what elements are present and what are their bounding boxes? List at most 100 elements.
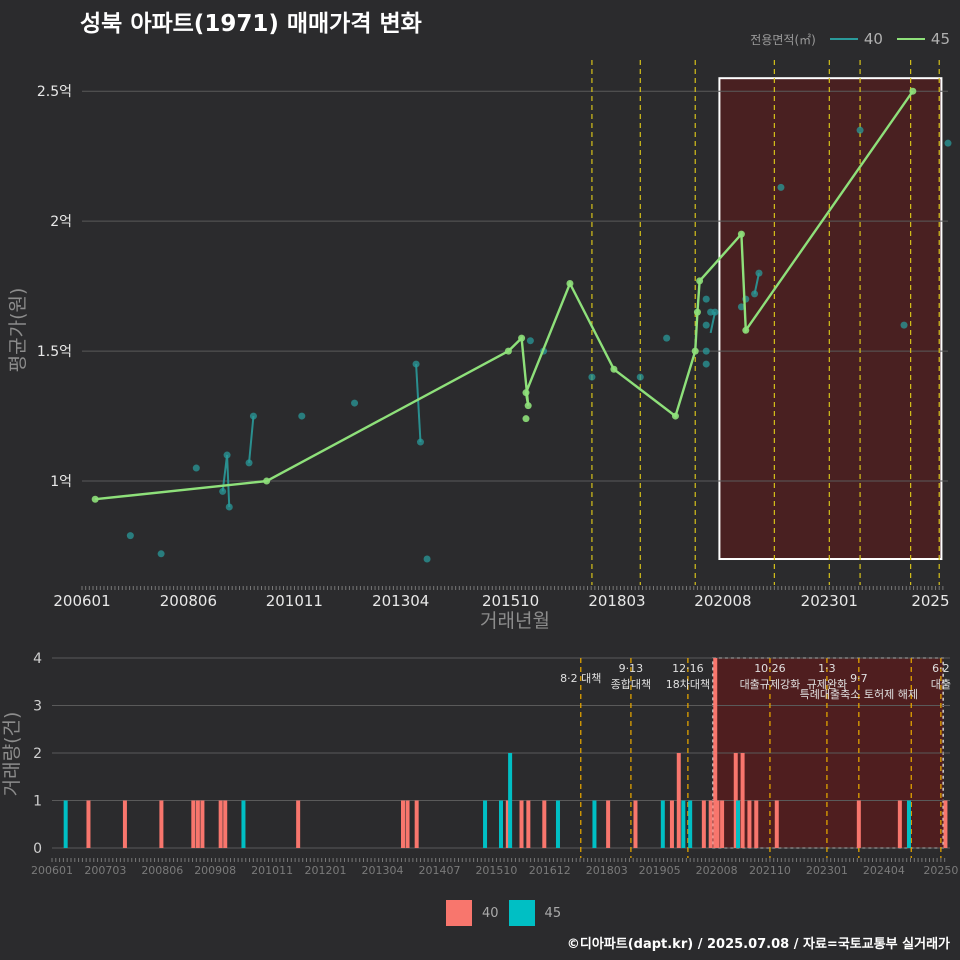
volume-bar — [906, 800, 911, 848]
volume-bar — [195, 800, 200, 848]
y-tick-label: 1억 — [50, 474, 72, 490]
policy-annotation: 8·2 대책 — [560, 672, 601, 685]
volume-bar — [63, 800, 68, 848]
series-45-point — [909, 87, 917, 95]
legend-label-40: 40 — [863, 30, 883, 48]
volume-bar — [218, 800, 223, 848]
series-45-point — [518, 334, 526, 342]
volume-x-tick-label: 20250 — [923, 864, 958, 877]
volume-bar — [483, 800, 488, 848]
policy-annotation: 종합대책 — [611, 678, 651, 691]
volume-bar — [555, 800, 560, 848]
legend-label-45: 45 — [930, 30, 950, 48]
volume-swatch-40 — [446, 900, 472, 926]
x-tick-label: 200806 — [160, 592, 217, 610]
volume-bar — [774, 800, 779, 848]
series-45-point — [696, 277, 704, 285]
series-45-point — [522, 389, 530, 397]
volume-x-tick-label: 200601 — [31, 864, 73, 877]
series-45-point — [610, 365, 618, 373]
volume-x-tick-label: 201011 — [251, 864, 293, 877]
x-axis-title: 거래년월 — [480, 610, 550, 632]
y-tick-label: 2.5억 — [37, 84, 72, 100]
footer-credit: ©디아파트(dapt.kr) / 2025.07.08 / 자료=국토교통부 실… — [566, 937, 950, 952]
volume-bar — [122, 800, 127, 848]
volume-y-tick-label: 1 — [33, 794, 42, 810]
volume-y-axis-title: 거래량(건) — [1, 712, 23, 797]
series-40-point — [636, 373, 644, 381]
series-40-line — [415, 364, 422, 443]
volume-x-tick-label: 201510 — [475, 864, 517, 877]
volume-bar — [200, 800, 205, 848]
volume-bar — [897, 800, 902, 848]
volume-bar — [86, 800, 91, 848]
series-45-point — [691, 347, 699, 355]
volume-x-tick-label: 202404 — [863, 864, 905, 877]
series-40-point — [944, 139, 952, 147]
series-40-point — [223, 451, 231, 459]
series-40-point — [219, 487, 227, 495]
volume-x-tick-label: 201612 — [529, 864, 571, 877]
series-45-point — [524, 402, 532, 410]
series-40-point — [423, 555, 431, 563]
series-40-point — [663, 334, 671, 342]
x-tick-label: 202301 — [801, 592, 858, 610]
x-tick-label: 201803 — [588, 592, 645, 610]
policy-annotation: 규제완화 — [807, 678, 847, 691]
series-40-point — [702, 360, 710, 368]
volume-x-tick-label: 200703 — [84, 864, 126, 877]
series-45-point — [522, 415, 530, 423]
series-40-line — [753, 272, 760, 295]
legend-title: 전용면적(㎡) — [750, 32, 816, 47]
volume-bar — [736, 800, 741, 848]
volume-bar — [660, 800, 665, 848]
series-40-point — [702, 295, 710, 303]
volume-bar — [856, 800, 861, 848]
policy-annotation: 10·26 — [754, 662, 786, 675]
policy-annotation: 9·13 — [619, 662, 644, 675]
series-40-point — [249, 412, 257, 420]
volume-x-tick-label: 200806 — [141, 864, 183, 877]
volume-bar — [499, 800, 503, 848]
volume-x-tick-label: 201905 — [639, 864, 681, 877]
volume-legend: 40 45 — [446, 900, 561, 926]
policy-annotation: 18차대책 — [666, 678, 710, 691]
policy-annotation: 대출규제강화 — [740, 678, 801, 691]
volume-bar — [296, 800, 301, 848]
volume-bar — [715, 800, 720, 848]
series-40-point — [702, 321, 710, 329]
volume-swatch-45 — [508, 900, 535, 926]
y-tick-label: 1.5억 — [37, 344, 72, 360]
x-tick-label: 201011 — [266, 592, 323, 610]
series-45-point — [91, 495, 99, 503]
series-40-point — [157, 550, 165, 558]
volume-bar — [740, 753, 745, 848]
policy-annotation: 특례대출축소 토허제 해제 — [800, 687, 918, 701]
series-40-point — [751, 290, 759, 298]
volume-y-tick-label: 0 — [33, 841, 42, 857]
volume-bar — [681, 800, 686, 848]
series-40-point — [856, 126, 864, 134]
x-tick-label: 201510 — [482, 592, 539, 610]
policy-annotation: 6·2 — [932, 662, 950, 675]
volume-bar — [754, 800, 759, 848]
volume-bar — [526, 800, 531, 848]
chart-title: 성북 아파트(1971) 매매가격 변화 — [80, 11, 422, 37]
volume-bar — [241, 800, 246, 848]
volume-legend-label-45: 45 — [544, 905, 562, 921]
volume-bar — [688, 800, 693, 848]
series-40-point — [737, 303, 745, 311]
series-45-point — [671, 412, 679, 420]
volume-x-tick-label: 201407 — [418, 864, 460, 877]
series-40-point — [702, 347, 710, 355]
volume-bar — [733, 753, 738, 848]
series-45-point — [693, 308, 701, 316]
x-tick-label: 200601 — [53, 592, 110, 610]
volume-bar — [508, 753, 513, 848]
series-40-point — [711, 308, 719, 316]
legend-swatch-40 — [829, 38, 858, 40]
volume-bar — [159, 800, 164, 848]
volume-bar — [505, 800, 510, 848]
volume-y-tick-label: 4 — [33, 651, 42, 667]
